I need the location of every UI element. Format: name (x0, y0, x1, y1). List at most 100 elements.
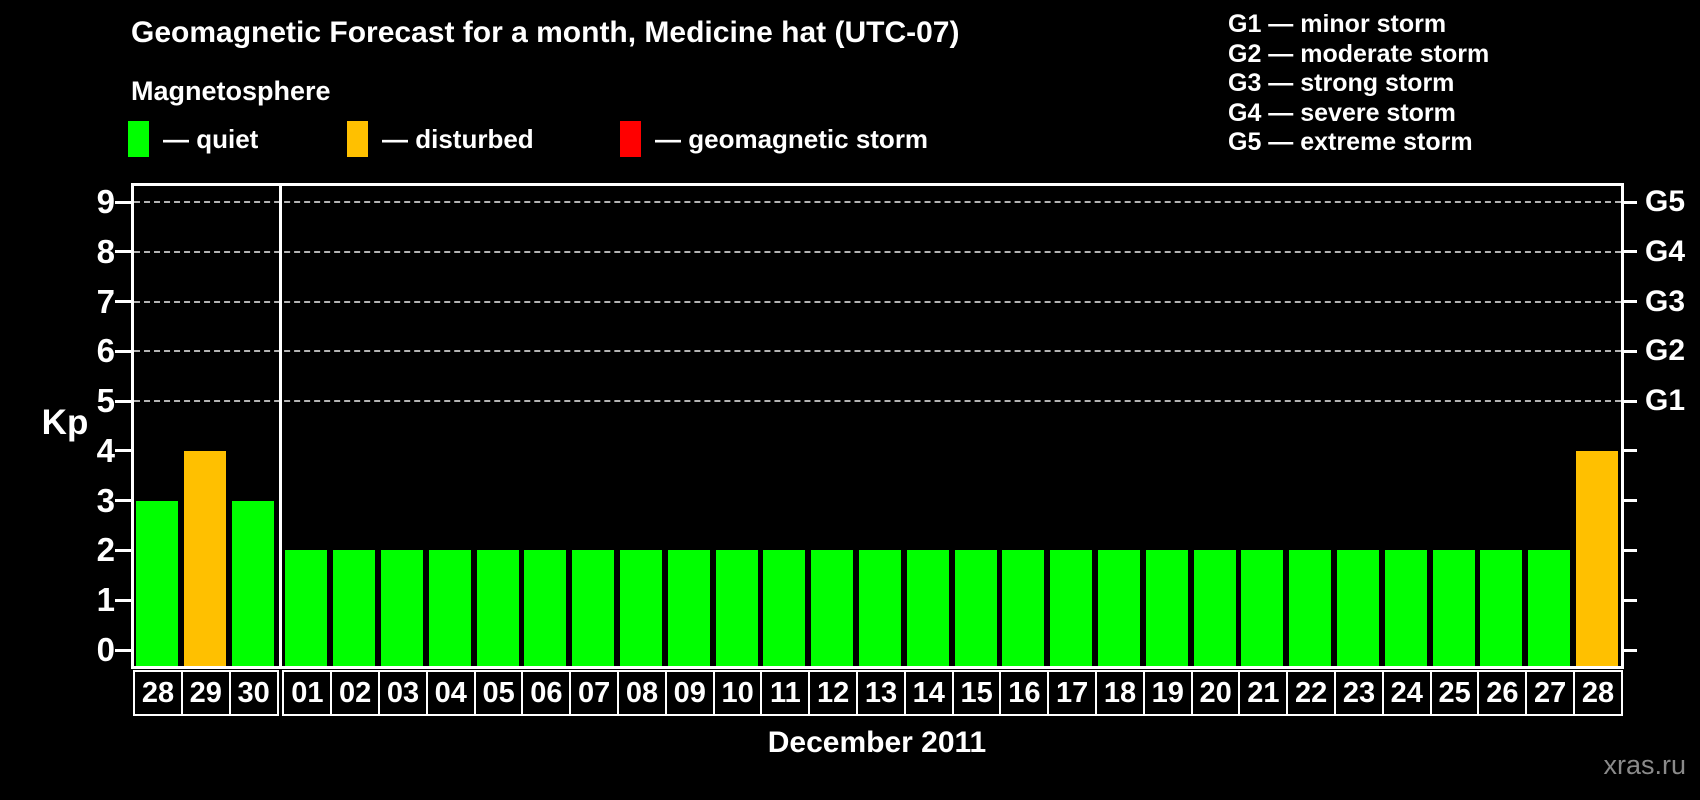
bar-day-23 (1337, 550, 1379, 666)
x-label-cell-05: 05 (473, 670, 524, 716)
right-tick-kp7 (1621, 300, 1637, 304)
left-tick-kp1 (115, 598, 131, 602)
bar-day-04 (428, 550, 471, 666)
bar-day-14 (906, 550, 949, 666)
left-tick-kp7 (115, 300, 131, 304)
bar-day-17 (1050, 550, 1093, 666)
bar-day-21 (1241, 550, 1284, 666)
watermark: xras.ru (1603, 750, 1686, 780)
quiet-color-swatch (128, 121, 149, 157)
x-label-cell-09: 09 (664, 670, 715, 716)
x-label-cell-21: 21 (1238, 670, 1289, 716)
g-legend-line: G3 — strong storm (1228, 69, 1455, 97)
bar-day-25 (1432, 550, 1475, 666)
bar-day-07 (572, 550, 615, 666)
left-tick-kp0 (115, 648, 131, 652)
right-axis-label-g1: G1 (1645, 384, 1686, 418)
x-label-cell-19: 19 (1142, 670, 1193, 716)
g-legend-line: G1 — minor storm (1228, 10, 1447, 38)
right-tick-kp6 (1621, 349, 1637, 353)
legend-item-storm: — geomagnetic storm (620, 120, 928, 158)
bar-day-08 (620, 550, 662, 666)
y-tick-label-3: 3 (96, 481, 115, 519)
y-tick-label-0: 0 (96, 631, 115, 668)
y-tick-label-8: 8 (96, 232, 115, 270)
y-tick-label-4: 4 (96, 431, 115, 469)
right-axis-label-g3: G3 (1645, 284, 1686, 318)
bar-day-28-prev (136, 500, 178, 666)
bar-day-03 (381, 550, 423, 666)
right-tick-kp0 (1621, 648, 1637, 652)
x-label-cell-28: 28 (1573, 670, 1623, 716)
x-axis-day-labels: 28 29 30 01 02 03 04 05 06 07 08 09 10 11 12 13 14 15 16 17… (133, 670, 1653, 716)
x-label-cell-02: 02 (330, 670, 381, 716)
disturbed-color-swatch (347, 121, 368, 157)
gridline-kp7 (134, 300, 1621, 303)
x-label-cell-03: 03 (378, 670, 428, 716)
bar-day-09 (667, 550, 710, 666)
x-label-cell-30-prev: 30 (228, 670, 279, 716)
x-label-cell-23: 23 (1334, 670, 1384, 716)
left-tick-kp5 (115, 399, 131, 403)
y-axis-title: Kp (41, 403, 89, 442)
x-label-cell-24: 24 (1381, 670, 1432, 716)
bar-day-27 (1528, 550, 1571, 666)
x-label-cell-08: 08 (617, 670, 667, 716)
bar-day-18 (1098, 550, 1140, 666)
x-label-cell-12: 12 (808, 670, 859, 716)
right-tick-kp9 (1621, 200, 1637, 204)
bar-day-29-prev (183, 450, 226, 666)
x-label-cell-16: 16 (999, 670, 1050, 716)
x-axis-title: December 2011 (767, 726, 987, 759)
right-tick-kp5 (1621, 399, 1637, 403)
x-label-cell-10: 10 (712, 670, 763, 716)
gridline-kp8 (134, 250, 1621, 253)
x-label-cell-17: 17 (1047, 670, 1098, 716)
left-tick-kp6 (115, 349, 131, 353)
plot-area (131, 183, 1624, 669)
x-label-cell-13: 13 (856, 670, 906, 716)
g-legend-line: G5 — extreme storm (1228, 128, 1473, 156)
month-separator-line (279, 186, 282, 666)
y-tick-label-2: 2 (96, 531, 115, 569)
x-label-cell-25: 25 (1429, 670, 1480, 716)
x-label-cell-29-prev: 29 (180, 670, 231, 716)
bar-day-20 (1193, 550, 1236, 666)
bar-day-13 (859, 550, 901, 666)
left-tick-kp8 (115, 250, 131, 254)
y-tick-label-9: 9 (96, 183, 115, 220)
bar-day-15 (954, 550, 997, 666)
g-legend-line: G2 — moderate storm (1228, 39, 1490, 68)
bar-day-12 (811, 550, 854, 666)
left-tick-kp3 (115, 499, 131, 503)
x-label-cell-22: 22 (1286, 670, 1337, 716)
g-legend-line: G4 — severe storm (1228, 98, 1456, 127)
x-label-cell-04: 04 (425, 670, 476, 716)
bar-day-24 (1384, 550, 1427, 666)
bar-day-10 (715, 550, 758, 666)
x-label-cell-18: 18 (1095, 670, 1145, 716)
bar-day-19 (1145, 550, 1188, 666)
bar-day-01 (285, 550, 328, 666)
x-label-cell-20: 20 (1190, 670, 1241, 716)
bar-day-16 (1002, 550, 1045, 666)
right-axis-label-g4: G4 (1645, 234, 1686, 268)
y-tick-label-1: 1 (96, 581, 115, 619)
y-tick-label-6: 6 (96, 332, 115, 370)
y-tick-label-5: 5 (96, 382, 115, 420)
magnetosphere-subtitle: Magnetosphere (131, 76, 331, 106)
right-tick-kp1 (1621, 598, 1637, 602)
x-label-cell-06: 06 (521, 670, 572, 716)
left-tick-kp9 (115, 200, 131, 204)
bar-day-22 (1289, 550, 1332, 666)
x-label-cell-26: 26 (1477, 670, 1528, 716)
bar-day-30-prev (231, 500, 274, 666)
legend-item-quiet: — quiet (128, 120, 258, 158)
legend-label-quiet: — quiet (163, 123, 259, 154)
x-label-cell-01: 01 (282, 670, 333, 716)
gridline-kp5 (134, 400, 1621, 403)
y-tick-label-7: 7 (96, 282, 115, 320)
right-axis-label-g5: G5 (1645, 185, 1686, 218)
gridline-kp9 (134, 201, 1621, 203)
